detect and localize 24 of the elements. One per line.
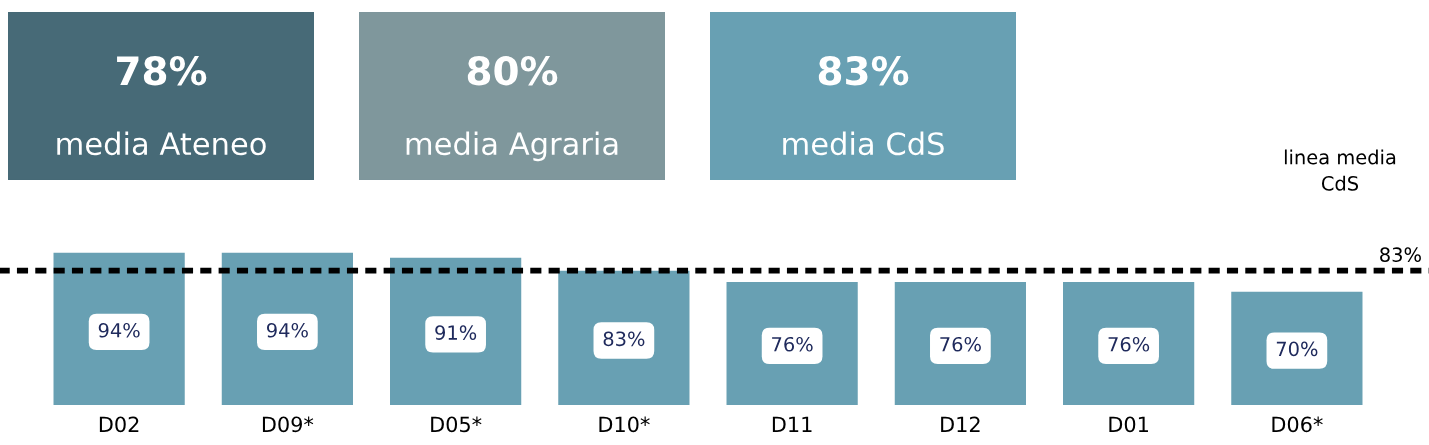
x-tick-label: D02 (99, 416, 139, 433)
x-tick-label: D01 (1109, 416, 1148, 433)
x-tick-label: D11 (772, 416, 812, 432)
data-label: 94% (266, 322, 308, 338)
x-tick-label: D12 (941, 416, 980, 432)
data-label: 83% (603, 331, 645, 347)
x-tick-label: D05* (431, 416, 482, 433)
text: media CdS (783, 131, 944, 156)
data-label: 76% (940, 336, 981, 352)
data-label: 91% (435, 325, 477, 340)
text: media Agraria (406, 131, 618, 162)
data-label: 76% (1108, 336, 1150, 352)
data-label: 70% (1276, 341, 1318, 357)
x-tick-label: D10* (599, 416, 650, 433)
x-tick-label: D09* (262, 416, 314, 433)
data-label: 76% (772, 336, 813, 352)
ref-line-label: 83% (1380, 247, 1421, 263)
text: 78% (117, 56, 207, 86)
x-tick-label: D06* (1272, 416, 1323, 433)
text: media Ateneo (57, 131, 266, 156)
text: linea media CdS (1284, 149, 1396, 191)
text: 80% (467, 56, 558, 86)
data-label: 94% (98, 322, 140, 338)
text: 83% (818, 56, 909, 86)
